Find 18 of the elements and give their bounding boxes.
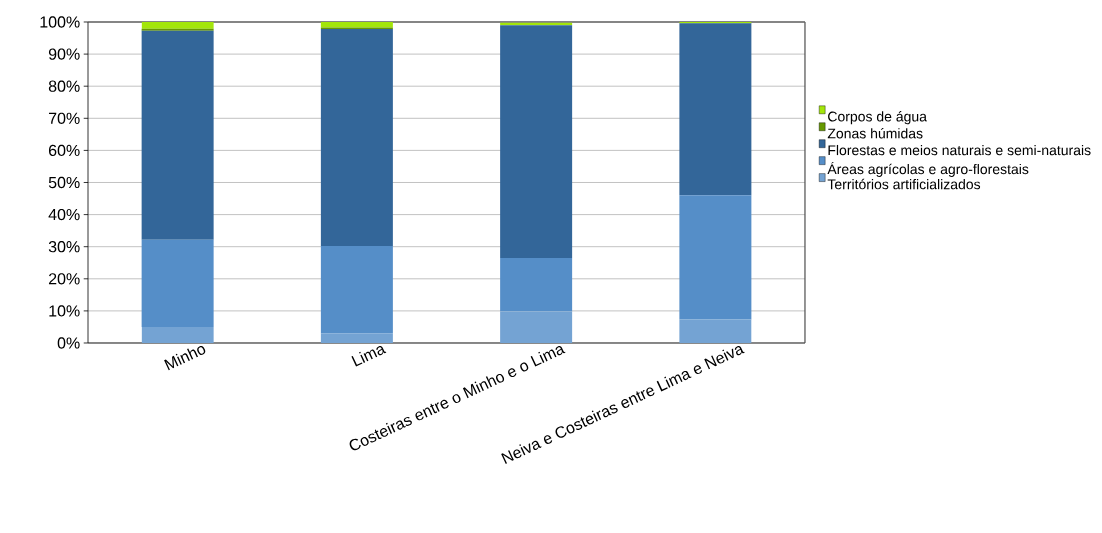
y-tick-label: 10% [49,305,80,317]
legend-label: Territórios artificializados [827,178,981,190]
legend-label: Áreas agrícolas e agro-florestais [827,161,1029,177]
y-tick-label: 30% [48,241,80,253]
x-tick-label: Lima [351,346,387,367]
y-tick-label: 100% [40,16,80,28]
y-tick-label: 60% [48,144,80,157]
legend-label: Corpos de água [828,111,927,125]
y-tick-label: 50% [48,176,80,189]
legend-label: Zonas húmidas [827,127,923,139]
y-tick-label: 90% [48,48,80,60]
y-tick-label: 20% [48,273,80,285]
y-tick-label: 70% [48,112,80,124]
y-tick-label: 0% [57,337,80,349]
x-tick-label: Minho [164,346,206,371]
y-tick-label: 40% [48,208,80,221]
legend-label: Florestas e meios naturais e semi-naturais [828,144,1091,156]
y-tick-label: 80% [48,80,80,92]
